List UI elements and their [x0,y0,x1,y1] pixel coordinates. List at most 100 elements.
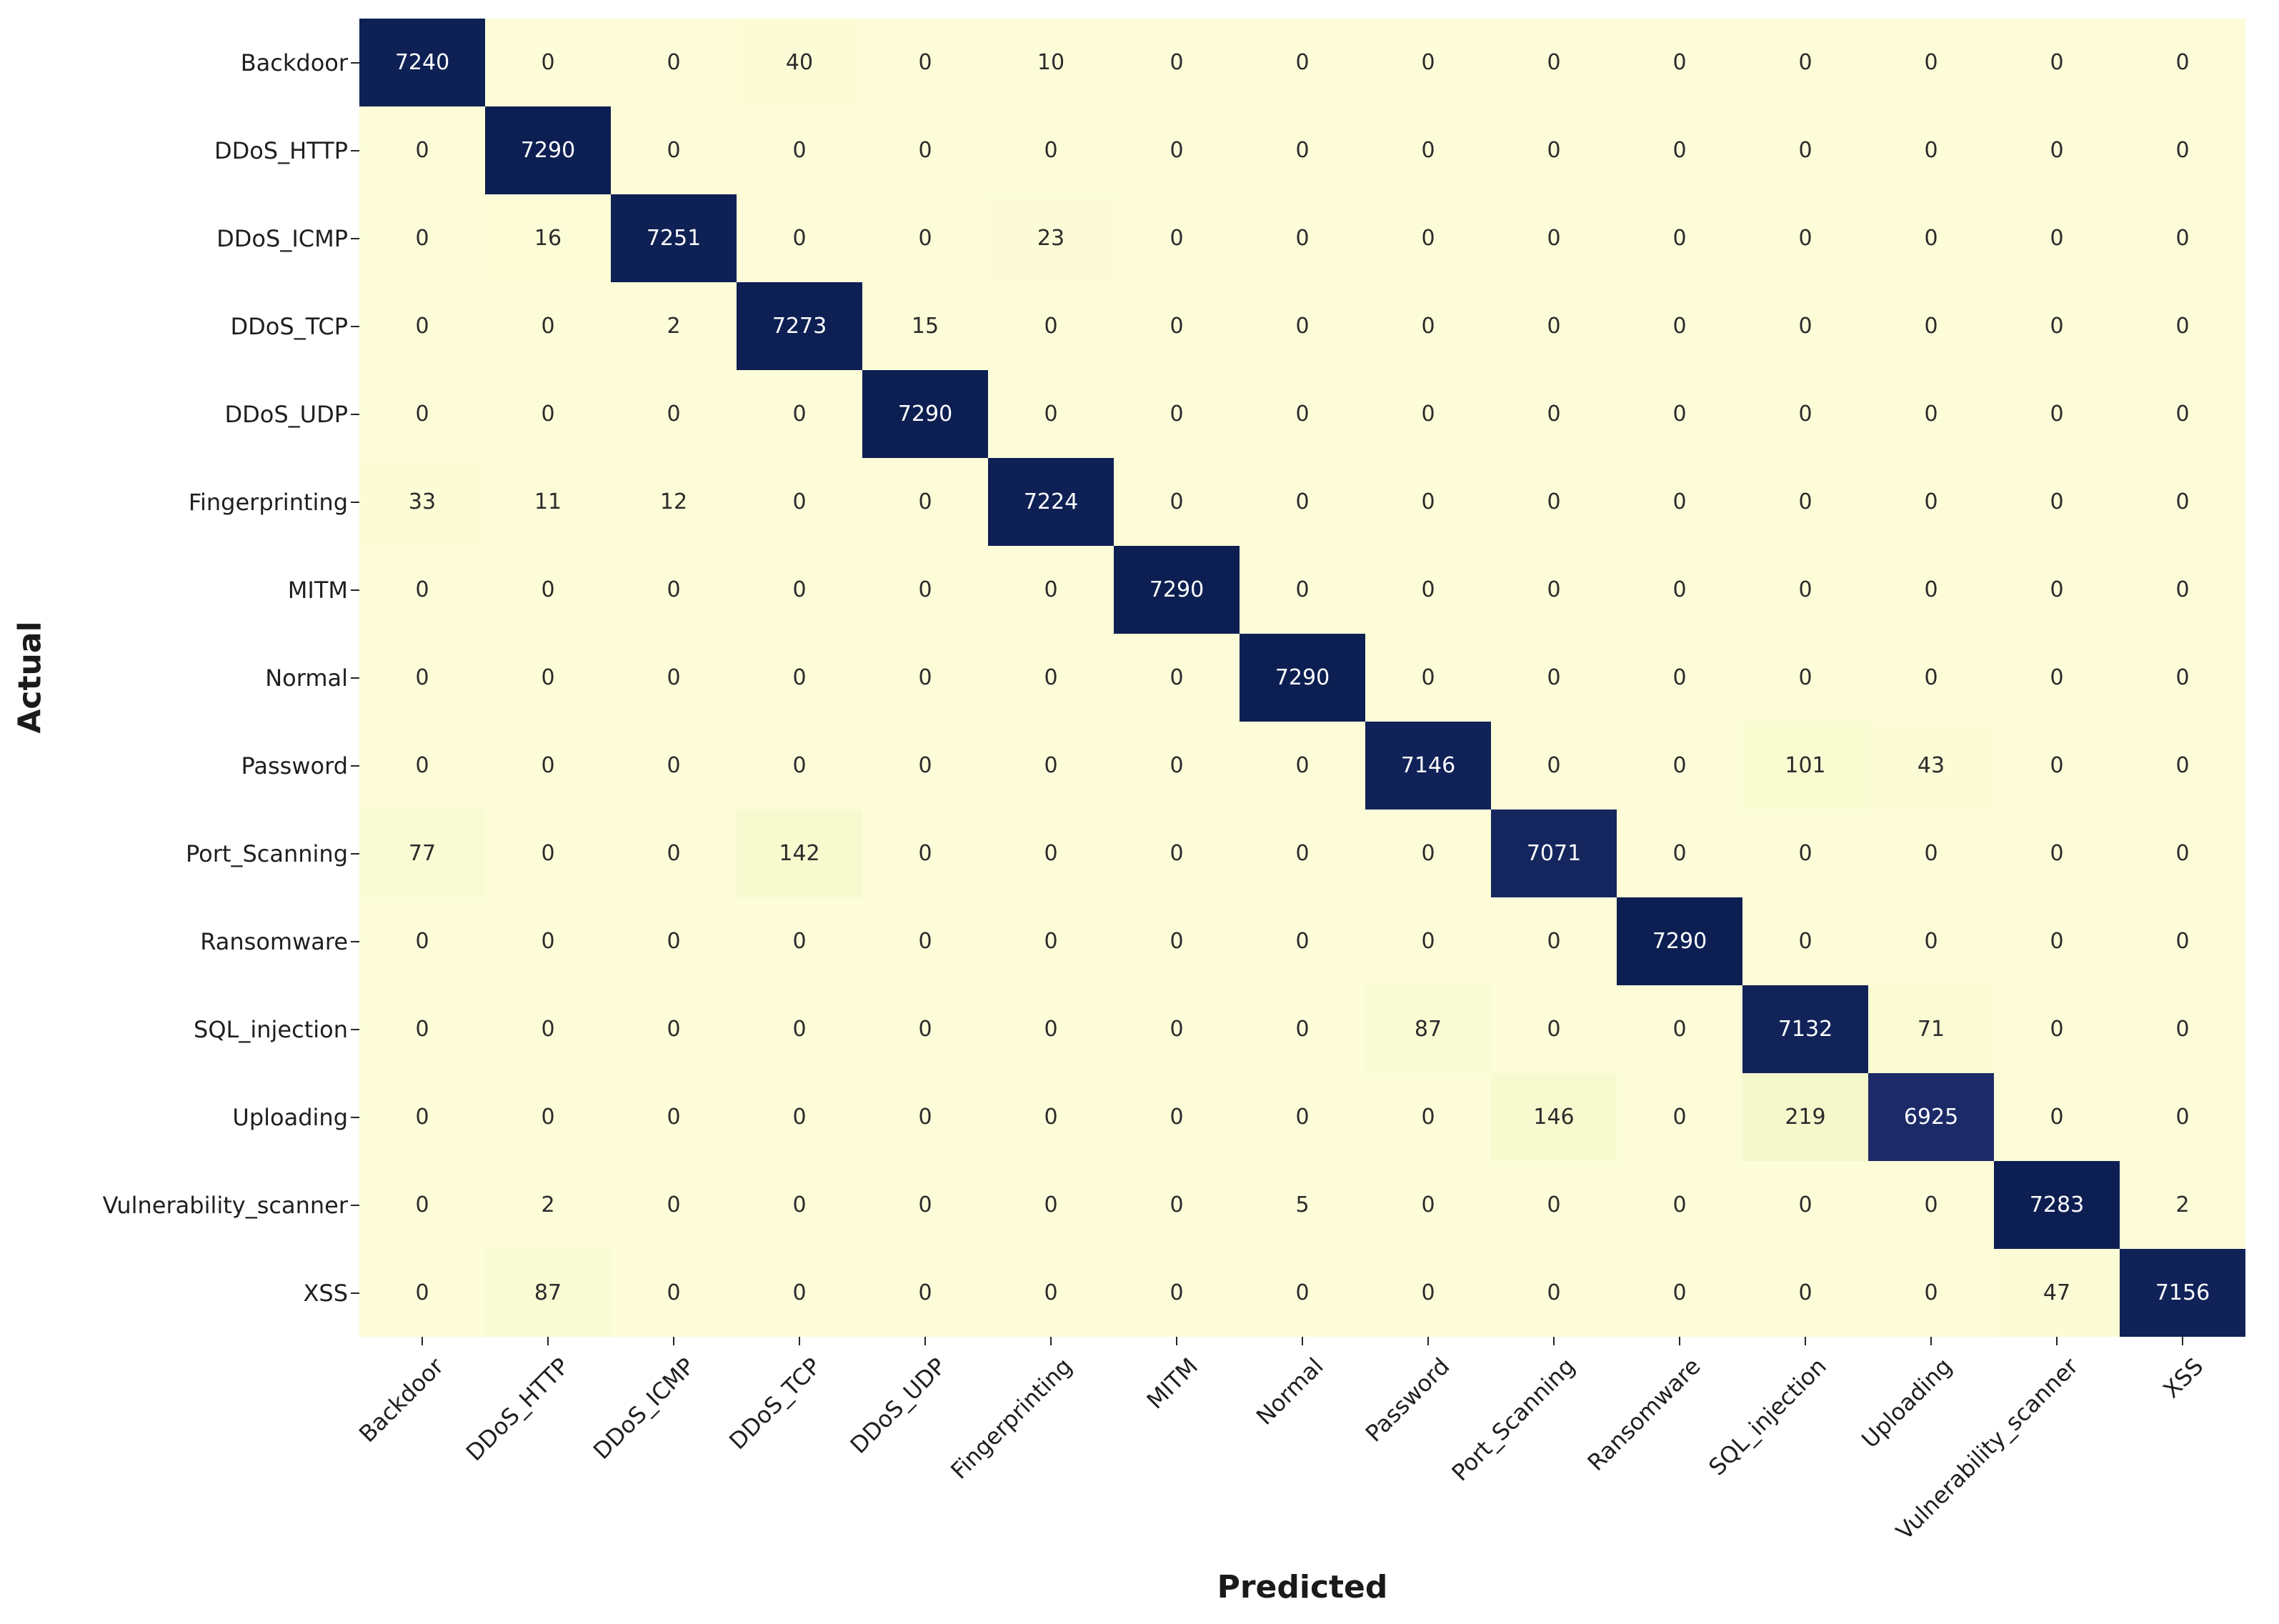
heatmap-cell: 0 [1114,370,1240,458]
heatmap-cell: 0 [1240,809,1365,897]
heatmap-cell: 7251 [611,194,737,282]
heatmap-cell: 0 [1742,106,1868,194]
heatmap-cell: 2 [485,1161,611,1249]
heatmap-cell: 7290 [862,370,988,458]
x-tick-label: Ransomware [1582,1352,1706,1477]
heatmap-cell: 0 [359,985,485,1073]
x-tick-label: SQL_injection [1703,1352,1832,1481]
x-tick-label: DDoS_UDP [845,1352,952,1459]
x-tick-label: Port_Scanning [1446,1352,1580,1487]
heatmap-cell: 0 [1491,19,1617,106]
heatmap-cell: 0 [1617,809,1742,897]
heatmap-cell: 0 [862,722,988,809]
heatmap-cell: 0 [1365,809,1491,897]
heatmap-cell: 0 [611,546,737,634]
y-tick-mark [351,501,359,503]
heatmap-cell: 0 [611,1249,737,1337]
heatmap-cell: 0 [359,1161,485,1249]
heatmap-cell: 0 [737,634,862,722]
heatmap-cell: 0 [1365,546,1491,634]
heatmap-cell: 0 [1994,106,2120,194]
heatmap-cell: 0 [611,985,737,1073]
heatmap-cell: 0 [1114,634,1240,722]
heatmap-cell: 6925 [1868,1073,1994,1161]
heatmap-cell: 0 [1994,19,2120,106]
heatmap-cell: 0 [1365,458,1491,546]
x-tick-mark [673,1337,674,1345]
heatmap-cell: 0 [1114,897,1240,985]
x-tick-mark [799,1337,800,1345]
y-tick-label: DDoS_UDP [224,400,348,428]
x-tick-mark [1679,1337,1680,1345]
heatmap-cell: 0 [1742,897,1868,985]
heatmap-cell: 0 [1617,106,1742,194]
heatmap-cell: 0 [862,194,988,282]
heatmap-cell: 0 [1491,282,1617,370]
x-tick-label: Normal [1251,1352,1329,1430]
heatmap-cell: 0 [611,1161,737,1249]
y-tick-label: DDoS_HTTP [214,136,348,164]
heatmap-cell: 0 [1491,722,1617,809]
heatmap-cell: 7240 [359,19,485,106]
heatmap-cell: 0 [2120,458,2245,546]
heatmap-cell: 0 [737,370,862,458]
heatmap-cell: 0 [988,1161,1114,1249]
heatmap-cell: 0 [359,897,485,985]
heatmap-cell: 0 [862,19,988,106]
heatmap-cell: 101 [1742,722,1868,809]
y-tick-mark [351,149,359,151]
heatmap-cell: 0 [485,1073,611,1161]
heatmap-cell: 7224 [988,458,1114,546]
heatmap-cell: 0 [1114,985,1240,1073]
y-tick-mark [351,589,359,591]
heatmap-cell: 0 [1868,19,1994,106]
x-tick-label: DDoS_ICMP [587,1352,700,1465]
heatmap-cell: 0 [862,1161,988,1249]
heatmap-cell: 0 [737,722,862,809]
heatmap-cell: 0 [359,106,485,194]
heatmap-cell: 0 [485,897,611,985]
heatmap-cell: 23 [988,194,1114,282]
y-tick-label: DDoS_ICMP [216,224,348,252]
y-tick-label: Backdoor [240,49,348,76]
heatmap-cell: 0 [737,458,862,546]
y-tick-mark [351,764,359,767]
heatmap-cell: 0 [1491,546,1617,634]
heatmap-cell: 0 [2120,546,2245,634]
heatmap-cell: 0 [1240,106,1365,194]
x-tick-mark [1176,1337,1177,1345]
heatmap-cell: 0 [611,634,737,722]
x-tick-label: XSS [2158,1352,2209,1404]
heatmap-cell: 0 [1742,282,1868,370]
heatmap-cell: 0 [1617,19,1742,106]
heatmap-cell: 0 [1742,19,1868,106]
heatmap-cell: 0 [1240,1073,1365,1161]
heatmap-cell: 77 [359,809,485,897]
x-tick-mark [1930,1337,1932,1345]
heatmap-cell: 7071 [1491,809,1617,897]
x-tick-mark [1805,1337,1806,1345]
y-tick-mark [351,677,359,679]
heatmap-cell: 0 [1240,19,1365,106]
heatmap-cell: 0 [485,19,611,106]
heatmap-cell: 0 [1617,458,1742,546]
x-tick-mark [1553,1337,1555,1345]
heatmap-cell: 0 [1491,370,1617,458]
heatmap-cell: 0 [359,546,485,634]
heatmap-cell: 33 [359,458,485,546]
heatmap-cell: 16 [485,194,611,282]
heatmap-cell: 0 [1994,1073,2120,1161]
heatmap-cell: 0 [2120,809,2245,897]
heatmap-cell: 0 [862,985,988,1073]
heatmap-cell: 0 [1240,282,1365,370]
heatmap-cell: 0 [1240,194,1365,282]
y-tick-label: Uploading [232,1103,348,1131]
heatmap-cell: 0 [1491,194,1617,282]
heatmap-cell: 0 [1868,458,1994,546]
y-tick-label: Password [241,752,348,779]
heatmap-cell: 0 [1365,370,1491,458]
heatmap-cell: 0 [1114,19,1240,106]
heatmap-cell: 0 [1114,458,1240,546]
heatmap-cell: 0 [359,722,485,809]
heatmap-grid: 7240 0 0 40 0 10 0 0 0 0 0 0 0 0 0 0 7290 0 0 0 0 0 0 0 0 0 0 0 0 0 0 1… [359,19,2245,1337]
